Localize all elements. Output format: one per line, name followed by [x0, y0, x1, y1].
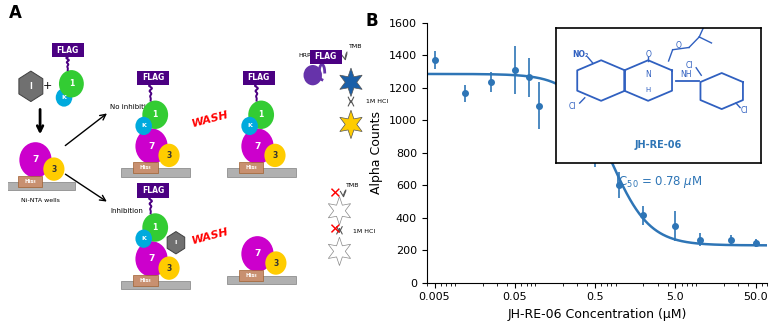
Text: WASH: WASH [191, 227, 230, 246]
Text: ✕: ✕ [329, 187, 341, 202]
Circle shape [241, 117, 258, 135]
Text: K: K [141, 124, 146, 128]
Bar [5, 182, 74, 190]
Polygon shape [328, 197, 351, 225]
Circle shape [158, 256, 179, 280]
Text: 1M HCl: 1M HCl [366, 99, 388, 104]
Circle shape [135, 117, 152, 135]
Text: FLAG: FLAG [142, 186, 164, 195]
FancyBboxPatch shape [309, 50, 341, 64]
Text: K: K [62, 95, 67, 100]
Text: Inhibition: Inhibition [110, 208, 143, 214]
Text: 1: 1 [69, 79, 74, 88]
Text: FLAG: FLAG [247, 73, 270, 82]
Text: 3: 3 [51, 164, 56, 174]
Text: Ni-NTA wells: Ni-NTA wells [20, 198, 60, 203]
Text: TMB: TMB [348, 44, 363, 49]
Text: HRP: HRP [298, 53, 311, 58]
Text: +: + [42, 81, 52, 91]
Bar [226, 276, 296, 284]
Text: 1: 1 [153, 110, 158, 119]
Text: His₈: His₈ [24, 179, 36, 184]
Text: 7: 7 [254, 142, 261, 151]
FancyBboxPatch shape [243, 71, 275, 85]
Text: 3: 3 [272, 151, 278, 160]
Circle shape [20, 142, 52, 178]
Text: I: I [175, 240, 177, 245]
Polygon shape [328, 237, 351, 266]
Text: 7: 7 [254, 249, 261, 258]
Text: B: B [366, 12, 378, 30]
Bar [226, 168, 296, 177]
Text: No inhibition: No inhibition [110, 104, 155, 110]
FancyBboxPatch shape [52, 43, 84, 58]
Polygon shape [19, 71, 43, 102]
Y-axis label: Alpha Counts: Alpha Counts [370, 111, 384, 194]
Text: 3: 3 [273, 259, 279, 267]
Text: 7: 7 [148, 142, 155, 151]
FancyBboxPatch shape [132, 162, 157, 173]
Text: TMB: TMB [346, 183, 360, 188]
Circle shape [265, 251, 287, 275]
Text: FLAG: FLAG [56, 46, 79, 55]
Text: 1: 1 [153, 223, 158, 232]
Text: FLAG: FLAG [142, 73, 164, 82]
Text: His₈: His₈ [139, 165, 151, 170]
Circle shape [241, 128, 273, 164]
Bar [121, 281, 189, 290]
Text: 7: 7 [32, 155, 38, 164]
Text: His₈: His₈ [245, 165, 257, 170]
Text: 3: 3 [167, 151, 171, 160]
Polygon shape [167, 231, 185, 254]
Text: IC$_{50}$ = 0.78 $\mu$M: IC$_{50}$ = 0.78 $\mu$M [615, 174, 702, 189]
Circle shape [143, 213, 168, 242]
Text: A: A [9, 4, 22, 22]
Text: His₈: His₈ [139, 278, 151, 283]
Text: K: K [141, 236, 146, 241]
Circle shape [248, 100, 274, 129]
Text: I: I [30, 82, 32, 91]
FancyBboxPatch shape [137, 183, 169, 198]
Text: K: K [247, 124, 252, 128]
Circle shape [135, 128, 168, 164]
X-axis label: JH-RE-06 Concentration (μM): JH-RE-06 Concentration (μM) [507, 308, 687, 321]
Circle shape [304, 65, 322, 85]
FancyBboxPatch shape [137, 71, 169, 85]
Polygon shape [340, 68, 362, 97]
Text: 7: 7 [148, 254, 155, 264]
Circle shape [265, 144, 286, 167]
Circle shape [135, 241, 168, 277]
Circle shape [158, 144, 179, 167]
Text: 1M HCl: 1M HCl [353, 228, 375, 234]
Circle shape [143, 100, 168, 129]
FancyBboxPatch shape [239, 162, 263, 173]
Circle shape [135, 229, 152, 248]
FancyBboxPatch shape [17, 176, 42, 187]
Text: 3: 3 [167, 264, 171, 273]
Circle shape [43, 157, 64, 181]
Circle shape [56, 88, 72, 107]
FancyBboxPatch shape [239, 270, 263, 281]
Text: FLAG: FLAG [315, 52, 337, 61]
Circle shape [241, 236, 273, 272]
Text: His₈: His₈ [245, 273, 257, 278]
Text: 1: 1 [258, 110, 264, 119]
Text: ✕: ✕ [329, 222, 341, 237]
Polygon shape [340, 110, 362, 139]
Bar [121, 168, 189, 177]
Text: WASH: WASH [191, 110, 230, 129]
Circle shape [59, 70, 84, 98]
FancyBboxPatch shape [132, 275, 157, 286]
